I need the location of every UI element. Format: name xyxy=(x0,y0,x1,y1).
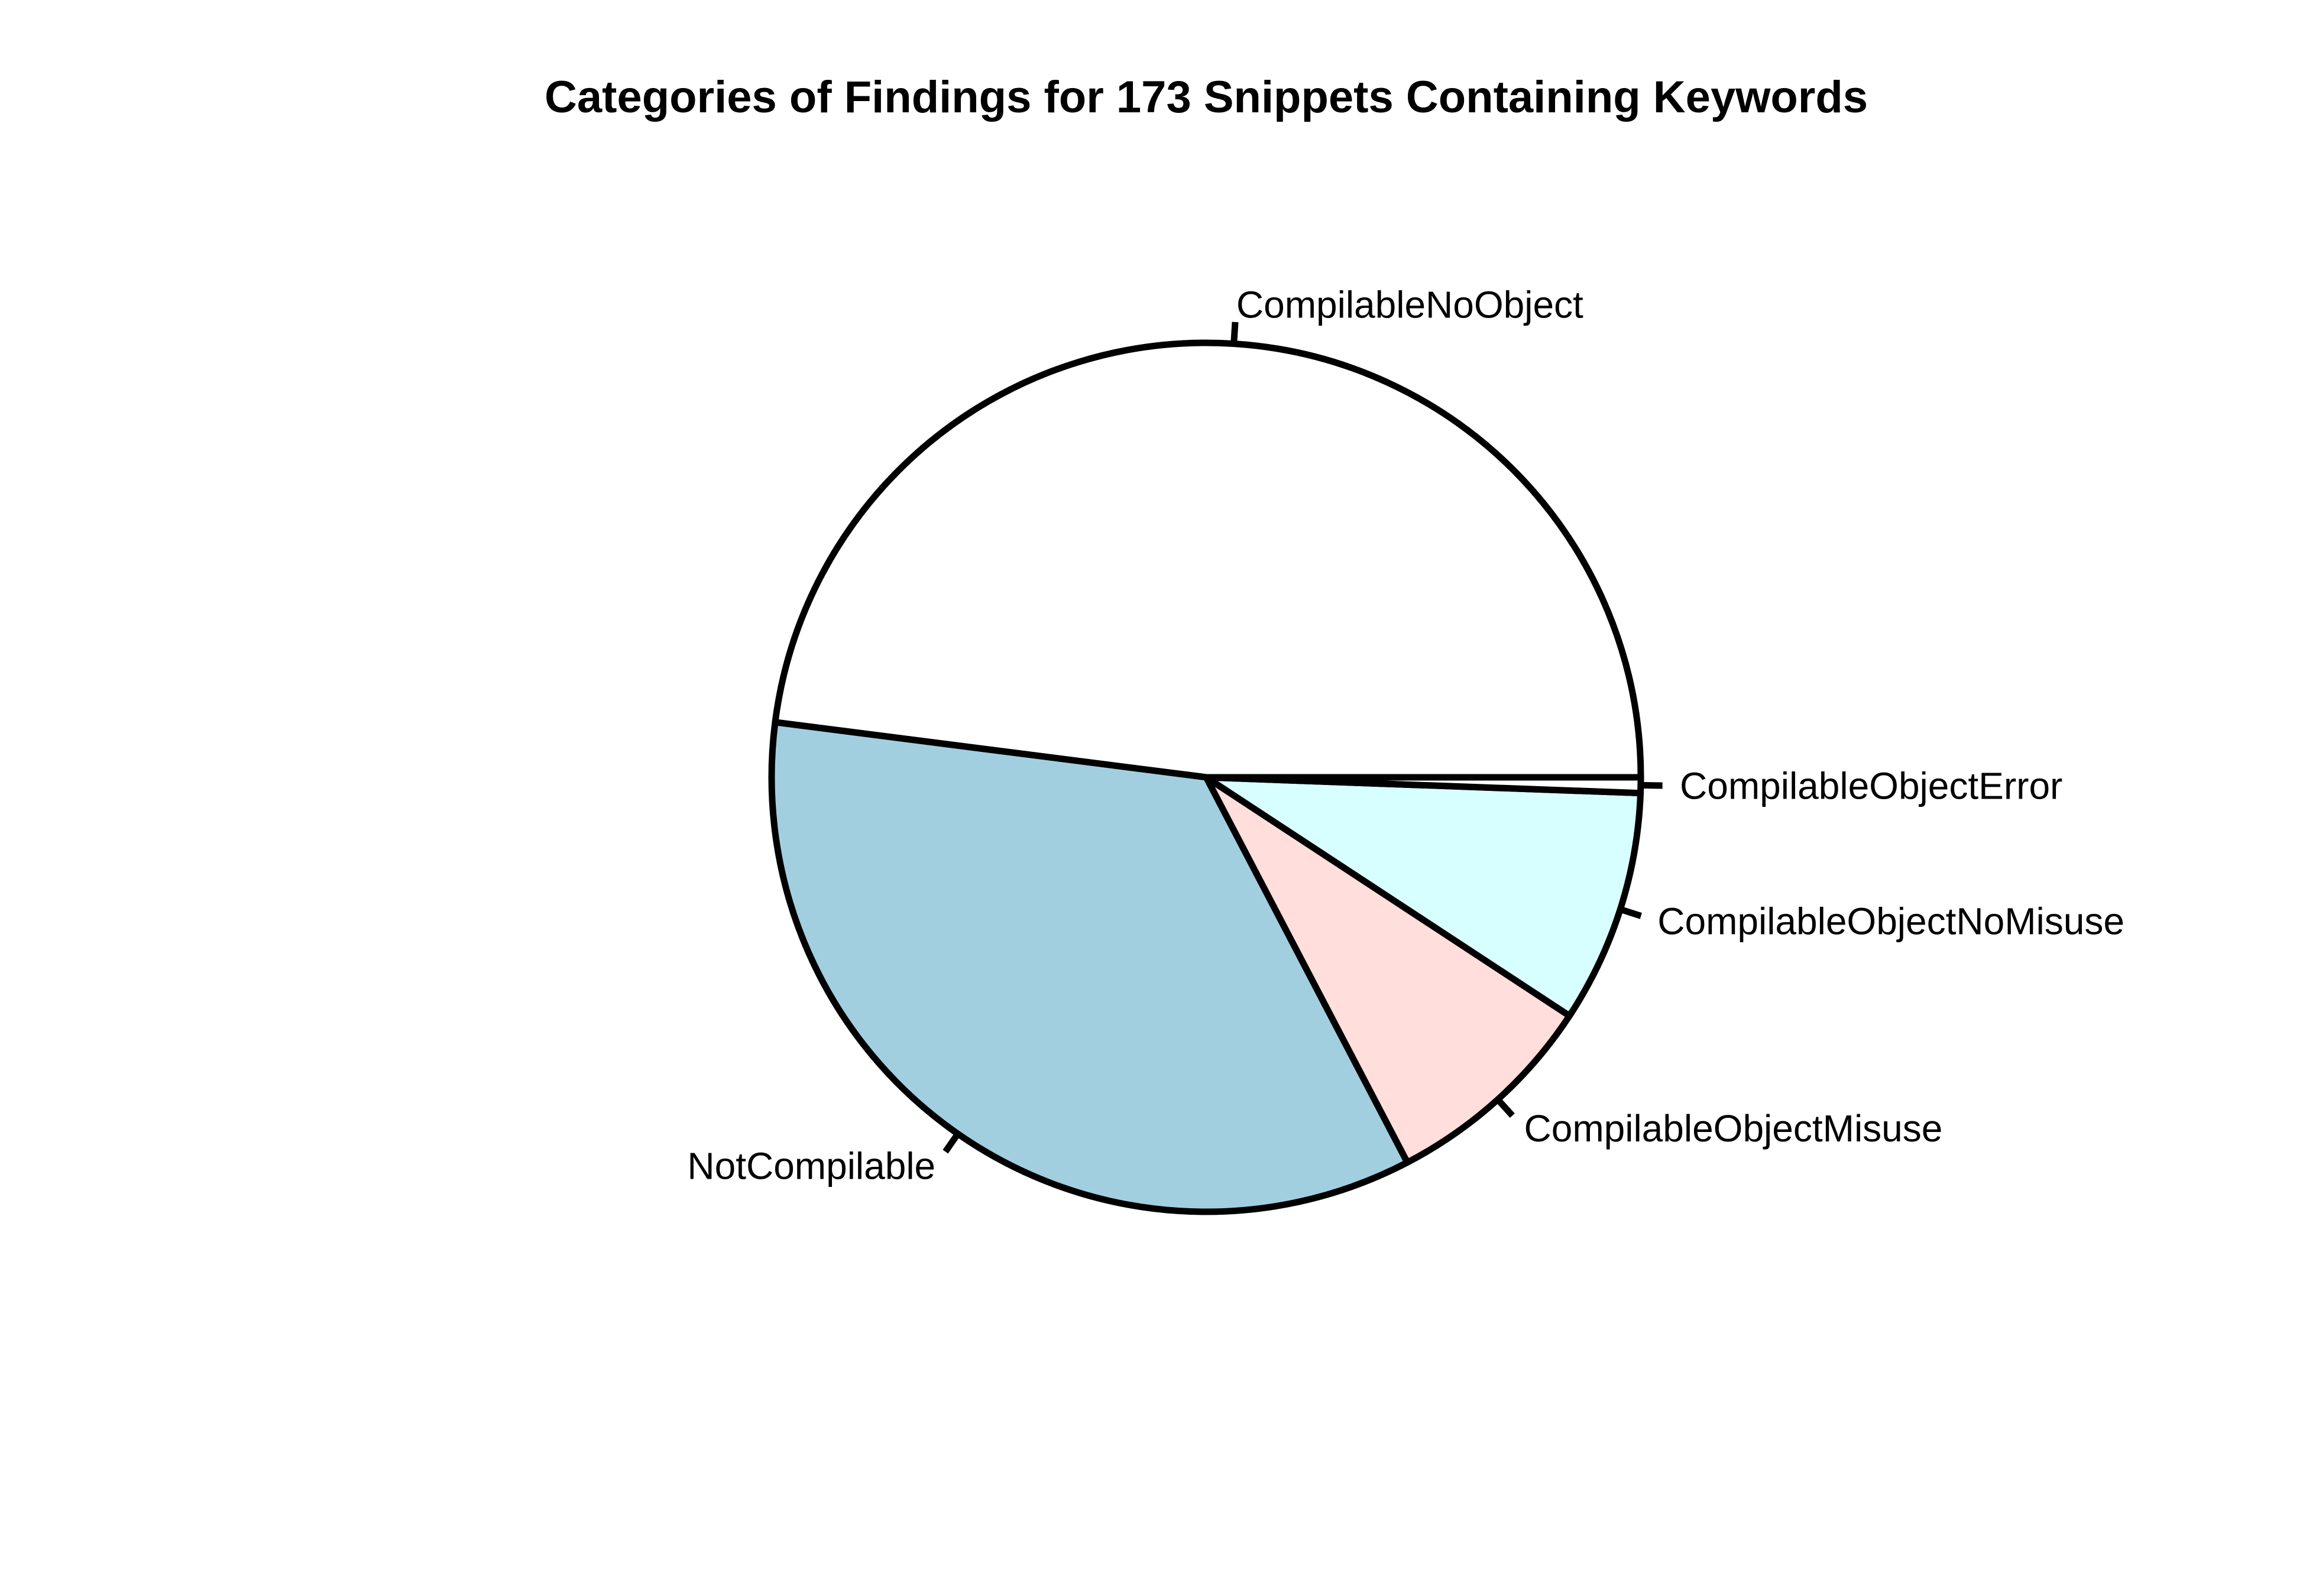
leader-line-compilable-object-no-misuse xyxy=(1619,906,1642,919)
slice-label-not-compilable: NotCompilable xyxy=(687,1144,935,1187)
slice-label-compilable-object-no-misuse: CompilableObjectNoMisuse xyxy=(1657,900,2124,942)
leader-line-compilable-no-object xyxy=(1230,322,1239,344)
pie-slice-compilable-no-object xyxy=(772,339,1644,781)
slice-label-compilable-object-error: CompilableObjectError xyxy=(1680,765,2062,807)
labels-layer: CompilableNoObject NotCompilable Compilabl… xyxy=(687,283,2124,1187)
leader-line-not-compilable xyxy=(943,1131,961,1154)
pie-slice-compilable-object-misuse xyxy=(1203,774,1573,1166)
slice-label-compilable-no-object: CompilableNoObject xyxy=(1236,283,1583,326)
leader-line-compilable-object-misuse xyxy=(1495,1097,1515,1118)
leader-line-compilable-object-error xyxy=(1640,781,1663,789)
pie-slice-not-compilable xyxy=(768,719,1411,1215)
slices-layer xyxy=(768,339,1644,1215)
slice-label-compilable-object-misuse: CompilableObjectMisuse xyxy=(1524,1107,1943,1150)
chart-title: Categories of Findings for 173 Snippets … xyxy=(545,72,1868,122)
